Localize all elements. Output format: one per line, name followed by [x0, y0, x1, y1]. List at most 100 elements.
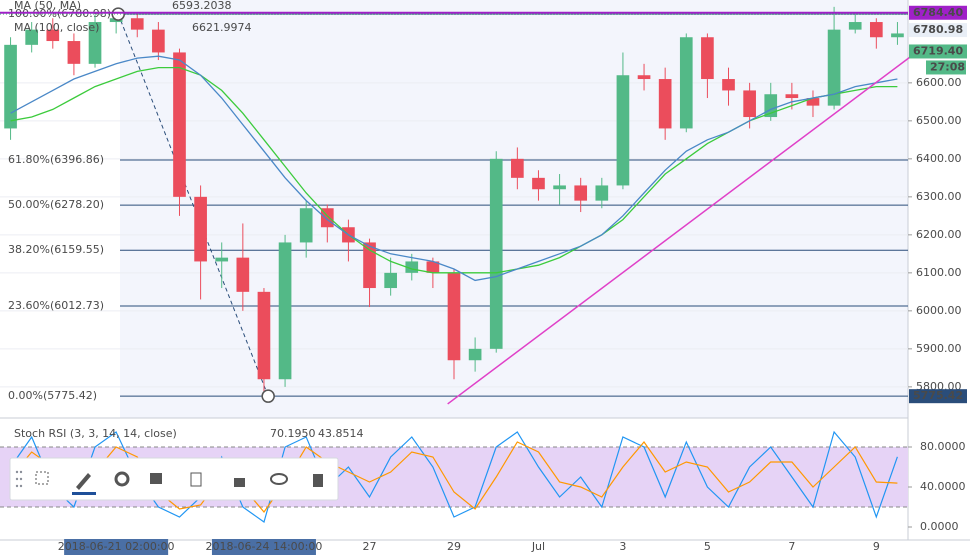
candle-body — [785, 94, 799, 99]
candle-body — [130, 18, 144, 30]
y-tick-label: 6200.00 — [916, 228, 962, 241]
moving-average — [10, 55, 898, 282]
candle-body — [67, 41, 81, 64]
price-badge-label: 5775.42 — [913, 389, 963, 402]
countdown: 27:08 — [930, 60, 965, 73]
x-tick-label: 7 — [788, 540, 795, 553]
y-tick-label: 6300.00 — [916, 190, 962, 203]
y-tick-label: 6400.00 — [916, 152, 962, 165]
trend-line — [447, 56, 911, 405]
candle-body — [489, 158, 503, 349]
legend-value: 6593.2038 — [172, 0, 232, 12]
settings-tool[interactable] — [114, 471, 130, 487]
candle-body — [236, 257, 250, 292]
price-badge — [909, 44, 967, 59]
x-tick-label: 9 — [873, 540, 880, 553]
x-tick-label: 5 — [704, 540, 711, 553]
delete-tool[interactable] — [313, 474, 323, 487]
select-tool[interactable] — [35, 471, 49, 485]
visibility-tool[interactable] — [270, 473, 288, 485]
drawing-toolbar — [9, 457, 339, 501]
candle-body — [363, 242, 376, 289]
candle-body — [743, 90, 756, 118]
fib-trend — [117, 13, 269, 397]
price-badge-label: 6719.40 — [913, 44, 963, 57]
x-tick-label: 27 — [363, 540, 377, 553]
y-tick-label: 6100.00 — [916, 266, 962, 279]
x-tick-label: 2018-06-24 14:00:00 — [206, 540, 323, 553]
x-tick-highlight — [64, 539, 169, 555]
y-tick-label: 6500.00 — [916, 114, 962, 127]
y-tick-label: 0.0000 — [920, 520, 959, 533]
y-tick-label: 6000.00 — [916, 304, 962, 317]
candle-body — [679, 37, 693, 129]
fib-label: 0.00%(5775.42) — [8, 389, 97, 402]
candle-body — [468, 348, 482, 361]
layers-tool[interactable] — [150, 473, 162, 484]
candle-body — [25, 29, 39, 45]
x-tick-highlight — [211, 539, 316, 555]
pen-tool[interactable] — [76, 473, 91, 490]
candle-body — [173, 52, 186, 197]
fib-label: 61.80%(6396.86) — [8, 153, 104, 166]
candle-body — [869, 22, 883, 38]
x-tick-label: 29 — [447, 540, 461, 553]
x-tick-label: 3 — [619, 540, 626, 553]
candle-body — [658, 79, 672, 129]
rsi-readout: 43.8514 — [318, 427, 364, 440]
candle-body — [257, 291, 271, 380]
candle-body — [806, 98, 820, 106]
clone-tool[interactable] — [190, 472, 202, 487]
price-badge — [909, 5, 967, 20]
rsi-line — [10, 430, 898, 523]
y-tick-label: 5900.00 — [916, 342, 962, 355]
price-badge-label: 6780.98 — [913, 23, 963, 36]
candle-body — [848, 22, 862, 30]
price-badge-label: 6784.40 — [913, 6, 963, 19]
candle-body — [595, 185, 609, 201]
rsi-readout: 70.1950 — [270, 427, 316, 440]
fib-label: 50.00%(6278.20) — [8, 198, 104, 211]
x-tick-label: 2018-06-21 02:00:00 — [58, 540, 175, 553]
candle-body — [891, 33, 904, 38]
x-tick-label: Jul — [531, 540, 545, 553]
candle-body — [384, 272, 397, 289]
price-badge — [909, 23, 967, 38]
candle-body — [405, 261, 419, 273]
candle-body — [215, 257, 229, 262]
price-axis-bg — [908, 0, 970, 558]
candle-body — [426, 261, 440, 273]
y-tick-label: 6600.00 — [916, 76, 962, 89]
fib-anchor — [261, 389, 275, 403]
candle-body — [701, 37, 714, 80]
plot-tint — [120, 0, 908, 418]
candle-body — [511, 158, 524, 178]
candle-body — [616, 75, 630, 186]
toolbar-grip — [15, 470, 23, 488]
candle-body — [827, 29, 841, 106]
price-badge — [909, 389, 967, 404]
toolbar-panel — [9, 457, 339, 501]
candle-body — [88, 22, 102, 64]
candle-body — [574, 185, 588, 201]
candle-body — [553, 185, 566, 190]
candle-body — [4, 44, 17, 129]
pen-color[interactable] — [72, 492, 96, 495]
fib-label: 38.20%(6159.55) — [8, 243, 104, 256]
candle-body — [194, 196, 207, 262]
legend-entry: MA (100, close) — [14, 21, 99, 34]
legend-value: 6621.9974 — [192, 21, 252, 34]
candle-body — [152, 29, 165, 53]
candle-body — [278, 242, 292, 380]
fib-label: 23.60%(6012.73) — [8, 299, 104, 312]
y-tick-label: 80.0000 — [920, 440, 966, 453]
y-tick-label: 40.0000 — [920, 480, 966, 493]
candle-body — [447, 272, 461, 361]
lock-tool[interactable] — [234, 478, 245, 487]
candle-body — [637, 75, 651, 80]
legend-entry: MA (50, MA) — [14, 0, 81, 12]
candle-body — [299, 208, 313, 243]
candle-body — [722, 79, 735, 91]
rsi-title: Stoch RSI (3, 3, 14, 14, close) — [14, 427, 177, 440]
